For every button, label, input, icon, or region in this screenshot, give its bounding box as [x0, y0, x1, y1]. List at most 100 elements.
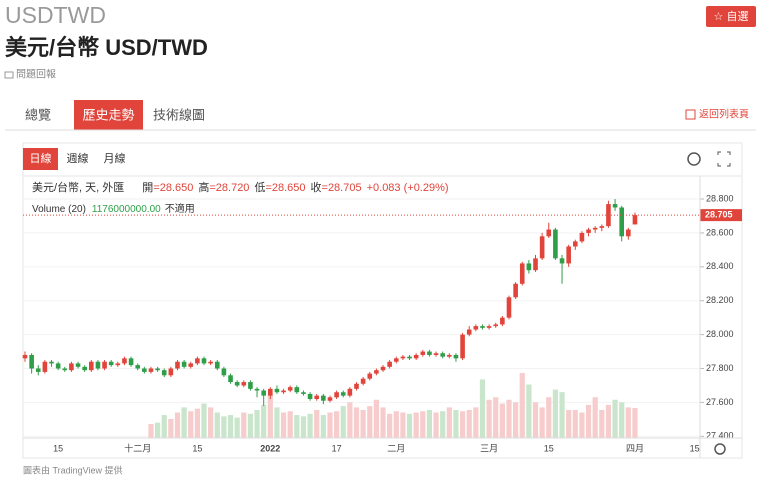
settings-icon[interactable]: [687, 152, 701, 166]
volume-bar: [426, 409, 433, 438]
volume-bar: [526, 384, 532, 438]
candle-body: [181, 361, 187, 367]
volume-bar: [148, 423, 154, 438]
interval-button[interactable]: [23, 148, 58, 170]
volume-bar: [473, 407, 479, 438]
candle-body: [506, 297, 512, 318]
x-tick-label: 15: [690, 443, 700, 453]
candle-body: [546, 229, 552, 237]
y-tick-label: 28.800: [706, 193, 734, 203]
mail-icon: [4, 71, 14, 79]
ohlc-legend: 美元/台幣, 天, 外匯 開=28.650 高=28.720 低=28.650 收=28…: [32, 180, 449, 194]
candle-body: [274, 388, 280, 393]
x-tick-label: 三月: [480, 443, 498, 453]
candle-body: [413, 354, 419, 359]
candle-body: [241, 382, 247, 386]
candle-body: [301, 392, 306, 394]
candle-body: [553, 229, 558, 259]
axis-settings-icon[interactable]: [714, 443, 726, 455]
x-tick-label: 17: [332, 443, 342, 453]
candle-body: [108, 361, 114, 366]
interval-buttons: 日線 週線 月線: [23, 148, 126, 170]
candle-body: [340, 392, 346, 396]
last-price-label: 28.705: [705, 209, 733, 219]
y-tick-label: 27.400: [706, 431, 734, 441]
candle-body: [539, 236, 545, 259]
tab[interactable]: [74, 100, 143, 130]
back-link[interactable]: 返回列表頁: [699, 108, 749, 121]
tab-label: 技術線圖: [153, 107, 205, 122]
volume-bar: [155, 422, 161, 438]
volume-bar: [247, 413, 254, 438]
candle-body: [234, 382, 240, 386]
tab[interactable]: [5, 100, 71, 130]
ohlc-label: 低: [254, 181, 265, 194]
candle-body: [626, 229, 631, 237]
candle-body: [327, 397, 333, 401]
candle-body: [473, 326, 479, 330]
watchlist-text: 自選: [726, 10, 748, 23]
candle-body: [287, 387, 293, 391]
candle-body: [453, 354, 459, 359]
candle-body: [168, 368, 174, 376]
candle-body: [268, 388, 273, 396]
candle-body: [122, 358, 127, 364]
candle-body: [314, 395, 320, 400]
volume-bar: [532, 402, 539, 438]
candle-body: [208, 361, 213, 364]
candle-body: [254, 388, 260, 391]
volume-bar: [499, 403, 505, 438]
plot: 27.400 27.600 27.800 28.000 28.200 28.400 28.6…: [22, 193, 742, 453]
candle-body: [175, 361, 180, 369]
y-tick-label: 27.800: [706, 363, 734, 373]
ohlc-value: =28.705: [322, 182, 362, 194]
candle-body: [480, 326, 485, 328]
ohlc-label: 收: [311, 180, 322, 194]
volume-bar: [334, 411, 340, 438]
candle-body: [526, 263, 532, 271]
x-tick-label: 四月: [626, 443, 644, 453]
candle-body: [592, 227, 598, 230]
volume-bar: [506, 399, 512, 438]
y-tick-label: 27.600: [706, 397, 734, 407]
volume-bar: [227, 415, 234, 438]
volume-legend: Volume (20) 1176000000.00 不適用: [32, 202, 195, 215]
volume-bar: [300, 416, 307, 438]
candle-body: [586, 229, 591, 233]
y-tick-label: 28.400: [706, 261, 734, 271]
volume-bar: [327, 412, 333, 438]
volume-bar: [387, 413, 393, 438]
candle-body: [115, 363, 121, 366]
volume-bar: [406, 413, 413, 438]
volume-bar: [274, 407, 280, 438]
candle-body: [22, 354, 28, 359]
report-link[interactable]: 問題回報: [16, 69, 56, 81]
ohlc-label: 開: [142, 181, 153, 194]
tab[interactable]: [145, 100, 213, 130]
x-tick-label: 15: [544, 443, 554, 453]
candle-body: [161, 370, 167, 376]
volume-bar: [201, 403, 207, 438]
interval-label[interactable]: 月線: [104, 151, 126, 165]
volume-bar: [287, 411, 293, 438]
candle-body: [294, 387, 300, 393]
volume-bar: [188, 411, 194, 438]
volume-bar: [194, 408, 200, 438]
volume-bar: [254, 409, 260, 438]
y-tick-label: 28.600: [706, 227, 734, 237]
fullscreen-icon[interactable]: [717, 151, 731, 167]
volume-bar: [579, 412, 585, 438]
volume-bar: [486, 399, 492, 438]
volume-bar: [373, 399, 379, 438]
volume-bar: [559, 392, 565, 438]
interval-label[interactable]: 週線: [67, 151, 89, 165]
candle-body: [62, 368, 68, 371]
x-tick-label: 15: [192, 443, 202, 453]
watchlist-button[interactable]: [706, 6, 756, 27]
volume-bar: [208, 407, 214, 438]
interval-label[interactable]: 日線: [30, 151, 52, 165]
volume-bar: [459, 411, 466, 438]
volume-bar: [340, 406, 346, 438]
candle-body: [221, 368, 227, 376]
